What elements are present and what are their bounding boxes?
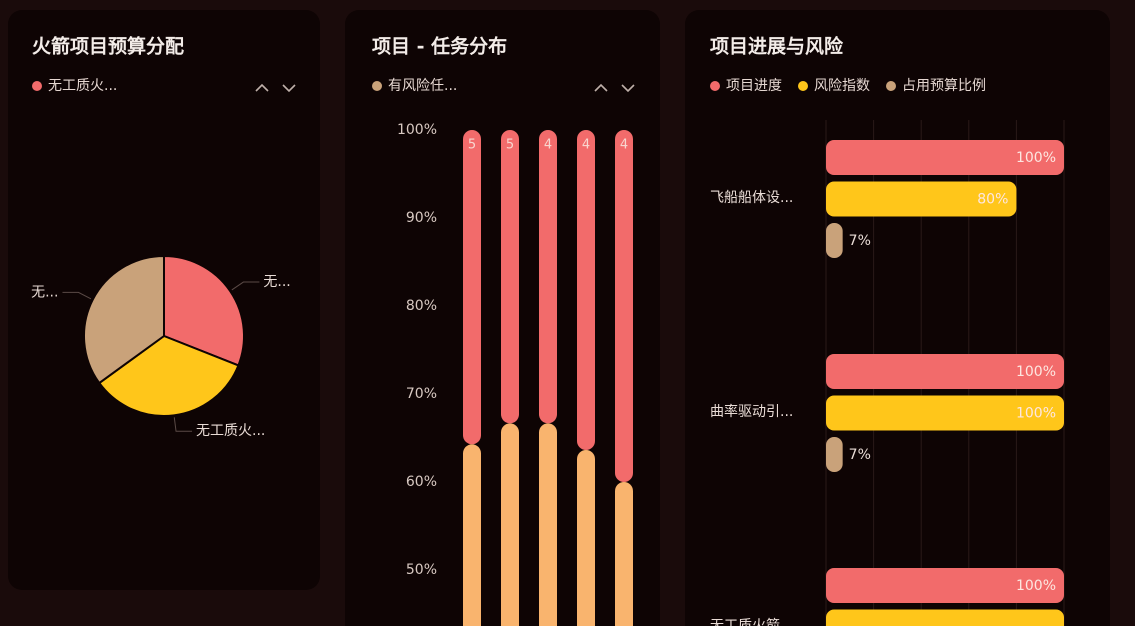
bar-label: 100%: [1016, 364, 1056, 380]
bar: [826, 223, 843, 258]
bar-label: 4: [582, 138, 590, 153]
bar-label: 5: [506, 138, 514, 153]
legend-prev[interactable]: [594, 83, 608, 92]
pie-slice: [97, 334, 240, 417]
bar-label: 100%: [1016, 578, 1056, 594]
pie-slice: [163, 254, 245, 367]
chart-title: 火箭项目预算分配: [32, 35, 184, 58]
legend-next[interactable]: [621, 84, 635, 93]
bar-label: 100%: [1016, 406, 1056, 422]
legend-marker: [710, 81, 720, 91]
bar-label: 7%: [849, 233, 871, 249]
y-tick-label: 飞船船体设...: [710, 190, 793, 206]
chart-title: 项目 - 任务分布: [372, 35, 507, 58]
chart-title: 项目进展与风险: [710, 35, 844, 58]
slice-label: 无...: [31, 284, 58, 300]
leader-line: [173, 417, 193, 432]
legend-marker: [32, 81, 42, 91]
y-tick-label: 50%: [406, 562, 437, 578]
bar: [826, 568, 1064, 603]
legend-marker: [886, 81, 896, 91]
legend-label: 无工质火...: [48, 78, 117, 94]
bar-segment: [539, 130, 557, 424]
y-tick-label: 70%: [406, 386, 437, 402]
bar-segment: [463, 444, 481, 626]
slice-label: 无工质火...: [196, 423, 265, 439]
bar: [826, 354, 1064, 389]
y-tick-label: 无工质火箭...: [710, 617, 793, 626]
bar-segment: [577, 450, 595, 626]
legend-label: 占用预算比例: [902, 78, 986, 94]
bar-label: 5: [468, 138, 476, 153]
y-tick-label: 曲率驱动引...: [710, 403, 793, 420]
legend-marker: [798, 81, 808, 91]
bar: [826, 609, 1064, 626]
legend-next[interactable]: [282, 84, 296, 93]
bar-segment: [615, 482, 633, 626]
y-tick-label: 90%: [406, 210, 437, 226]
y-tick-label: 80%: [406, 298, 437, 314]
y-tick-label: 100%: [397, 122, 437, 138]
bar-label: 7%: [849, 447, 871, 463]
y-tick-label: 60%: [406, 474, 437, 490]
legend-label: 有风险任...: [388, 78, 457, 94]
bar: [826, 437, 843, 472]
leader-line: [62, 291, 92, 300]
bar-label: 100%: [1016, 150, 1056, 166]
card: [685, 10, 1110, 626]
legend-prev[interactable]: [255, 83, 269, 92]
legend-marker: [372, 81, 382, 91]
bar-segment: [615, 130, 633, 482]
bar: [826, 181, 1017, 217]
bar-label: 4: [544, 138, 552, 153]
bar-segment: [501, 130, 519, 424]
legend-label: 风险指数: [814, 78, 870, 94]
bar: [826, 395, 1064, 431]
bar-label: 4: [620, 138, 628, 153]
leader-line: [231, 281, 260, 291]
bar-segment: [539, 423, 557, 626]
legend-label: 项目进度: [726, 78, 782, 94]
pie-slice: [83, 254, 165, 385]
slice-label: 无...: [263, 274, 290, 290]
bar-segment: [463, 130, 481, 445]
bar-label: 80%: [977, 192, 1008, 208]
bar-segment: [501, 423, 519, 626]
bar-segment: [577, 130, 595, 450]
bar: [826, 140, 1064, 175]
